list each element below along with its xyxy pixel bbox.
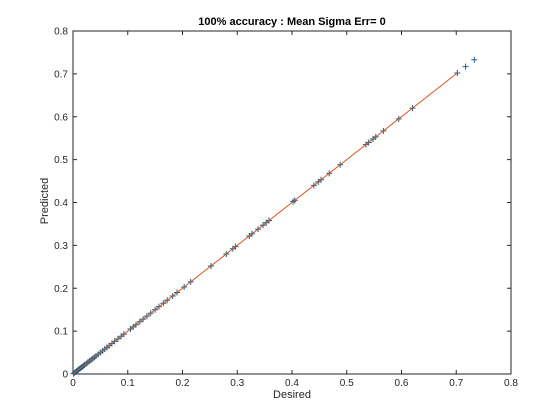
chart-title: 100% accuracy : Mean Sigma Err= 0 (198, 16, 385, 28)
y-tick-label: 0.7 (54, 69, 68, 80)
plot-area: 0 0.1 0.2 0.3 0.4 0.5 0.6 0.7 0.8 0 0.1 0.2 0.3 0.4 0.… (54, 27, 518, 390)
x-tick-label: 0.8 (504, 378, 518, 389)
y-tick-label: 0.1 (54, 327, 68, 338)
x-tick-label: 0.5 (340, 378, 354, 389)
y-tick-label: 0.3 (54, 241, 68, 252)
y-axis-label: Predicted (39, 178, 51, 224)
y-tick-label: 0.4 (54, 198, 68, 209)
x-tick-label: 0.3 (230, 378, 244, 389)
x-tick-label: 0.4 (285, 378, 299, 389)
y-tick-label: 0 (62, 370, 68, 381)
x-tick-label: 0 (70, 378, 76, 389)
x-tick-label: 0.1 (121, 378, 135, 389)
y-tick-label: 0.8 (54, 27, 68, 38)
y-tick-label: 0.2 (54, 284, 68, 295)
y-tick-label: 0.6 (54, 112, 68, 123)
x-tick-label: 0.7 (449, 378, 463, 389)
x-tick-label: 0.2 (176, 378, 190, 389)
y-tick-label: 0.5 (54, 155, 68, 166)
x-tick-label: 0.6 (395, 378, 409, 389)
x-axis-label: Desired (273, 389, 311, 401)
